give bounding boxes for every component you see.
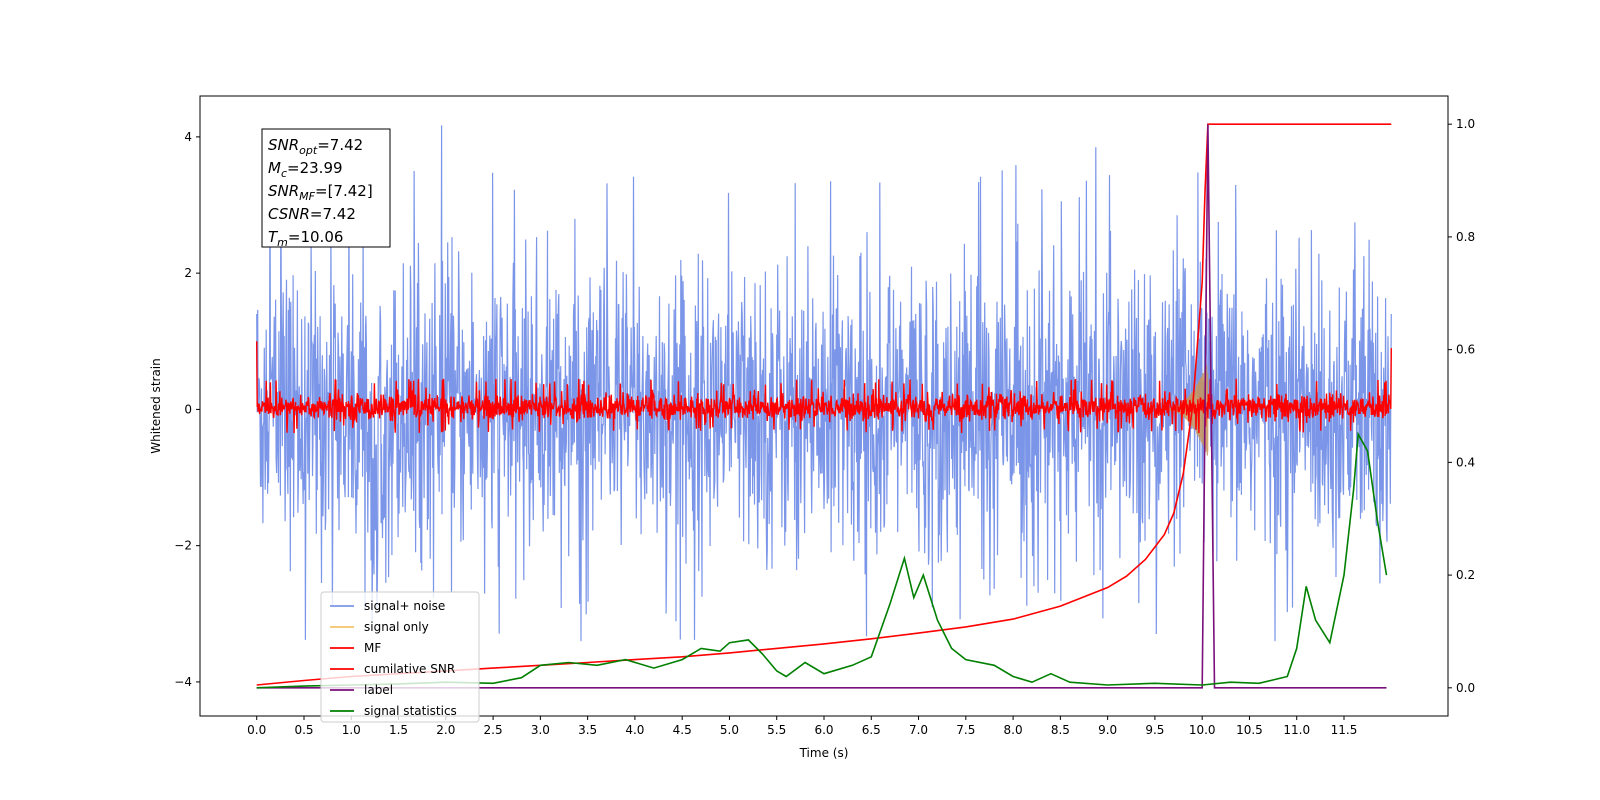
annotation-value: =23.99 bbox=[287, 159, 343, 177]
x-tick-label: 5.5 bbox=[767, 723, 786, 737]
x-tick-label: 7.0 bbox=[909, 723, 928, 737]
annotation-value: =7.42 bbox=[317, 136, 363, 154]
annotation-line: SNRopt=7.42 bbox=[268, 136, 363, 157]
annotation-box: SNRopt=7.42Mc=23.99SNRMF=[7.42]CSNR=7.42… bbox=[261, 128, 391, 249]
x-tick-label: 11.0 bbox=[1283, 723, 1310, 737]
x-tick-label: 1.5 bbox=[389, 723, 408, 737]
y-axis-right-ticks: 0.0 0.2 0.4 0.6 0.8 1.0 bbox=[1448, 117, 1475, 695]
annotation-value: =7.42 bbox=[310, 205, 356, 223]
annotation-value: =10.06 bbox=[288, 228, 344, 246]
annotation-subscript: c bbox=[281, 167, 287, 180]
legend-entry: signal statistics bbox=[364, 704, 457, 718]
x-tick-label: 1.0 bbox=[342, 723, 361, 737]
x-tick-label: 0.0 bbox=[247, 723, 266, 737]
legend-entry: MF bbox=[364, 641, 381, 655]
legend: signal+ noise signal only MF cumilative SNR… bbox=[320, 591, 480, 723]
x-tick-label: 10.5 bbox=[1236, 723, 1263, 737]
annotation-line: SNRMF=[7.42] bbox=[268, 182, 373, 203]
legend-entry: signal+ noise bbox=[364, 599, 445, 613]
y-left-tick-label: −2 bbox=[174, 539, 192, 553]
y-left-tick-label: −4 bbox=[174, 675, 192, 689]
series-2-line bbox=[256, 341, 1392, 434]
x-tick-label: 8.5 bbox=[1051, 723, 1070, 737]
legend-entry: signal only bbox=[364, 620, 429, 634]
x-tick-label: 10.0 bbox=[1189, 723, 1216, 737]
y-left-tick-label: 2 bbox=[184, 266, 192, 280]
x-tick-label: 9.0 bbox=[1098, 723, 1117, 737]
legend-entry: label bbox=[364, 683, 393, 697]
x-tick-label: 3.0 bbox=[531, 723, 550, 737]
y-right-tick-label: 1.0 bbox=[1456, 117, 1475, 131]
x-tick-label: 2.5 bbox=[484, 723, 503, 737]
x-tick-label: 7.5 bbox=[956, 723, 975, 737]
x-tick-label: 2.0 bbox=[436, 723, 455, 737]
legend-frame bbox=[320, 591, 480, 723]
x-tick-label: 9.5 bbox=[1145, 723, 1164, 737]
y-right-tick-label: 0.8 bbox=[1456, 230, 1475, 244]
y-right-tick-label: 0.6 bbox=[1456, 343, 1475, 357]
annotation-line: Tm=10.06 bbox=[268, 228, 343, 249]
x-tick-label: 8.0 bbox=[1004, 723, 1023, 737]
x-tick-label: 4.0 bbox=[625, 723, 644, 737]
annotation-subscript: m bbox=[277, 236, 288, 249]
x-tick-label: 4.5 bbox=[673, 723, 692, 737]
series-4-line bbox=[256, 124, 1387, 689]
annotation-subscript: opt bbox=[299, 144, 318, 157]
annotation-line: CSNR=7.42 bbox=[268, 205, 356, 223]
x-tick-label: 6.0 bbox=[814, 723, 833, 737]
annotation-frame bbox=[261, 128, 391, 248]
x-axis-label: Time (s) bbox=[799, 746, 849, 760]
x-tick-label: 0.5 bbox=[294, 723, 313, 737]
annotation-symbol: M bbox=[268, 159, 281, 177]
x-tick-label: 3.5 bbox=[578, 723, 597, 737]
annotation-symbol: SNR bbox=[268, 136, 299, 154]
x-axis-ticks: 0.0 0.5 1.0 1.5 2.0 2.5 3.0 3.5 4.0 4.5 5.0 5.5 6.0 6… bbox=[247, 716, 1357, 737]
annotation-symbol: CSNR bbox=[268, 205, 310, 223]
y-left-tick-label: 4 bbox=[184, 130, 192, 144]
annotation-symbol: SNR bbox=[268, 182, 299, 200]
y-right-tick-label: 0.4 bbox=[1456, 455, 1475, 469]
series-5-line bbox=[256, 431, 1388, 689]
legend-entry: cumilative SNR bbox=[364, 662, 455, 676]
x-tick-label: 6.5 bbox=[862, 723, 881, 737]
x-tick-label: 11.5 bbox=[1331, 723, 1358, 737]
x-tick-label: 5.0 bbox=[720, 723, 739, 737]
y-right-tick-label: 0.0 bbox=[1456, 681, 1475, 695]
annotation-symbol: T bbox=[268, 228, 279, 246]
y-left-tick-label: 0 bbox=[184, 402, 192, 416]
y-axis-left-ticks: −4 −2 0 2 4 bbox=[174, 130, 200, 689]
annotation-subscript: MF bbox=[299, 190, 315, 203]
y-right-tick-label: 0.2 bbox=[1456, 568, 1475, 582]
annotation-line: Mc=23.99 bbox=[268, 159, 343, 180]
annotation-value: =[7.42] bbox=[315, 182, 373, 200]
y-axis-left-label: Whitened strain bbox=[149, 358, 163, 454]
